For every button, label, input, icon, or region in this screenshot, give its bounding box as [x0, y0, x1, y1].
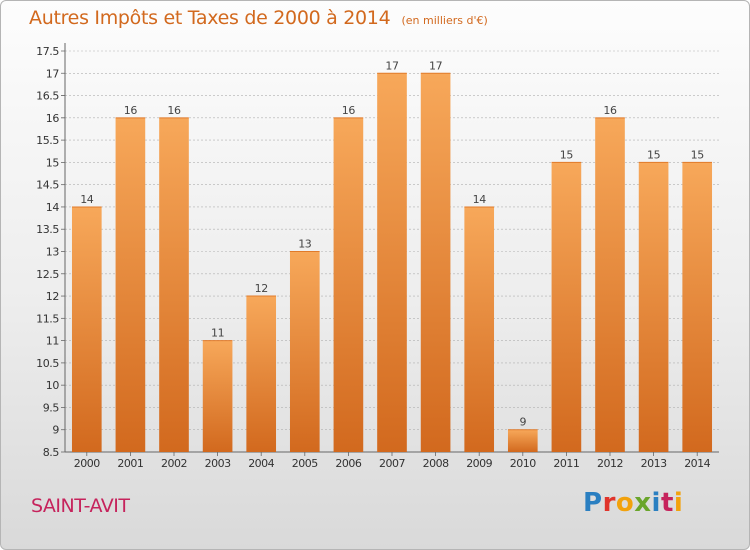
y-tick-label: 12.5: [36, 268, 59, 281]
y-tick-label: 10: [46, 379, 60, 392]
y-tick-label: 8.5: [43, 446, 60, 459]
y-tick-label: 11.5: [36, 312, 59, 325]
bar: [202, 340, 233, 452]
y-tick-label: 12: [46, 290, 59, 303]
data-label: 16: [603, 104, 617, 117]
logo-letter: P: [583, 488, 603, 518]
x-tick-label: 2005: [292, 457, 318, 470]
y-tick-label: 14: [46, 201, 60, 214]
y-tick-label: 11: [46, 335, 59, 348]
y-tick-label: 14.5: [36, 179, 59, 192]
data-label: 14: [473, 193, 487, 206]
bar: [71, 206, 102, 452]
chart-title-block: Autres Impôts et Taxes de 2000 à 2014 (e…: [29, 7, 488, 29]
bar: [507, 429, 538, 452]
bar: [115, 117, 146, 452]
chart-title: Autres Impôts et Taxes de 2000 à 2014: [29, 7, 391, 29]
proxiti-logo[interactable]: Proxiti: [583, 488, 683, 518]
data-labels: 14 16 16 11 12 13 16 17 17 14 9 15 16 15 15: [80, 59, 704, 428]
bar: [595, 117, 625, 452]
y-tick-label: 13.5: [36, 223, 59, 236]
logo-letter: i: [673, 488, 684, 518]
logo-letter: i: [651, 488, 661, 518]
y-tick-label: 9: [52, 424, 59, 437]
bar: [377, 73, 407, 453]
y-tick-label: 16.5: [36, 90, 59, 103]
y-tick-label: 15.5: [36, 134, 59, 147]
tick-labels: 8.599.51010.51111.51212.51313.51414.5151…: [36, 45, 711, 470]
x-tick-label: 2006: [335, 457, 361, 470]
chart-unit: (en milliers d'€): [401, 14, 488, 27]
data-label: 16: [124, 104, 138, 117]
x-tick-label: 2013: [641, 457, 667, 470]
y-tick-label: 13: [46, 246, 60, 259]
y-tick-label: 9.5: [43, 401, 60, 414]
data-label: 17: [429, 59, 443, 72]
data-label: 9: [519, 416, 526, 429]
bar: [333, 117, 364, 452]
data-label: 12: [255, 282, 268, 295]
x-tick-label: 2010: [510, 457, 536, 470]
data-label: 13: [298, 238, 312, 251]
bar: [464, 206, 495, 452]
data-label: 15: [560, 148, 574, 161]
bar: [551, 162, 582, 452]
x-tick-label: 2014: [684, 457, 710, 470]
logo-letter: o: [615, 488, 635, 518]
bar: [246, 296, 277, 452]
data-label: 15: [647, 148, 661, 161]
x-tick-label: 2000: [74, 457, 100, 470]
y-tick-label: 15: [46, 156, 60, 169]
x-tick-label: 2001: [117, 457, 143, 470]
x-tick-label: 2004: [248, 457, 274, 470]
bar: [420, 73, 451, 453]
x-tick-label: 2011: [553, 457, 579, 470]
logo-letter: r: [602, 488, 616, 518]
data-label: 11: [211, 327, 224, 340]
y-tick-label: 10.5: [36, 357, 59, 370]
bar: [289, 251, 320, 452]
data-label: 16: [342, 104, 356, 117]
logo-letter: t: [660, 488, 674, 518]
y-tick-label: 17: [46, 67, 60, 80]
data-label: 16: [167, 104, 181, 117]
x-tick-label: 2007: [379, 457, 405, 470]
x-tick-label: 2009: [466, 457, 492, 470]
place-name: SAINT-AVIT: [31, 495, 130, 517]
data-label: 14: [80, 193, 94, 206]
data-label: 15: [691, 148, 705, 161]
x-tick-label: 2008: [423, 457, 449, 470]
x-tick-label: 2012: [597, 457, 623, 470]
bars: [71, 72, 713, 453]
x-tick-label: 2003: [205, 457, 231, 470]
data-label: 17: [385, 59, 399, 72]
logo-letter: x: [634, 488, 652, 518]
bar: [159, 117, 189, 452]
x-tick-label: 2002: [161, 457, 187, 470]
bar: [638, 162, 669, 452]
y-tick-label: 16: [46, 112, 60, 125]
y-tick-label: 17.5: [36, 45, 59, 58]
bar: [682, 162, 713, 452]
